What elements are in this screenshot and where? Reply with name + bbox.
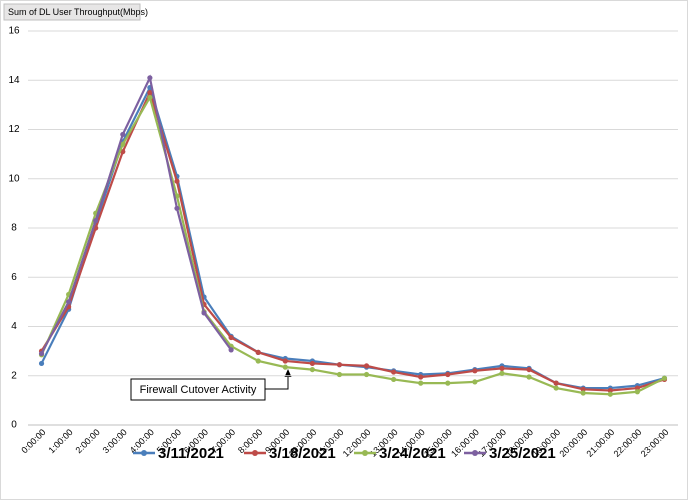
point — [661, 375, 668, 381]
point — [120, 141, 126, 147]
point — [391, 376, 397, 383]
point — [38, 350, 45, 357]
point — [282, 358, 288, 364]
point — [499, 370, 505, 376]
point — [147, 89, 153, 96]
legend-marker — [472, 450, 478, 456]
annotation-arrow — [265, 374, 289, 390]
point — [120, 131, 126, 138]
point — [634, 385, 640, 391]
y-tick-label: 0 — [11, 420, 17, 431]
legend-label: 3/11/2021 — [158, 445, 224, 462]
point — [309, 360, 315, 367]
legend-label: 3/24/2021 — [379, 445, 446, 462]
y-tick-label: 2 — [11, 370, 17, 381]
point — [66, 299, 72, 305]
legend-label: 3/18/2021 — [269, 445, 336, 462]
y-tick-label: 14 — [8, 75, 20, 86]
point — [147, 94, 153, 101]
annotation: Firewall Cutover Activity — [140, 384, 257, 396]
point — [363, 371, 370, 378]
point — [580, 386, 586, 392]
point — [418, 374, 424, 380]
annotation-arrowhead — [284, 369, 292, 377]
point — [526, 374, 532, 380]
legend-label: 3/25/2021 — [489, 445, 556, 462]
point — [472, 368, 478, 374]
point — [363, 363, 370, 369]
point — [336, 362, 343, 368]
point — [445, 380, 451, 386]
point — [499, 365, 505, 371]
point — [255, 358, 261, 364]
chart-title: Sum of DL User Throughput(Mbps) — [8, 7, 148, 17]
point — [38, 360, 45, 367]
point — [607, 387, 613, 394]
legend-marker — [141, 450, 147, 456]
y-tick-label: 8 — [11, 223, 17, 234]
point — [526, 366, 532, 373]
point — [255, 349, 261, 355]
point — [147, 75, 153, 81]
point — [445, 371, 451, 378]
y-tick-label: 6 — [11, 272, 17, 283]
point — [174, 205, 180, 211]
point — [391, 369, 397, 375]
legend-marker — [362, 450, 368, 456]
point — [336, 371, 343, 378]
point — [553, 385, 559, 391]
point — [93, 218, 99, 224]
series-line — [40, 94, 665, 396]
point — [418, 380, 424, 386]
point — [174, 178, 180, 184]
point — [228, 347, 234, 353]
point — [634, 389, 640, 395]
y-tick-label: 10 — [8, 173, 20, 184]
point — [607, 391, 613, 397]
point — [309, 366, 315, 373]
point — [553, 380, 559, 386]
point — [472, 379, 478, 385]
title-button[interactable] — [3, 3, 141, 21]
y-tick-label: 16 — [8, 26, 20, 37]
y-tick-label: 4 — [11, 321, 17, 332]
point — [201, 310, 207, 316]
y-tick-label: 12 — [8, 124, 20, 135]
series-line — [40, 89, 665, 392]
point — [228, 334, 234, 341]
legend-marker — [252, 450, 258, 456]
series-line — [40, 74, 233, 355]
point — [282, 364, 288, 370]
point — [580, 390, 586, 396]
